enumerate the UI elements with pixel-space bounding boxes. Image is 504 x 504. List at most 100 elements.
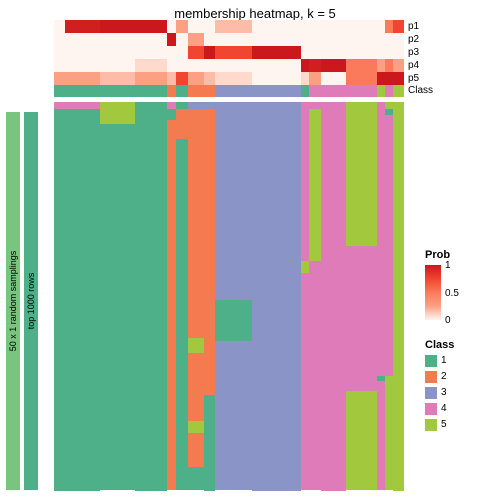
prob-cell: [252, 20, 277, 33]
prob-cell: [393, 59, 404, 72]
class-band-cell: [135, 102, 167, 109]
body-cell: [301, 273, 308, 491]
legend-class-label: 1: [441, 355, 447, 366]
p-row-label: p5: [408, 73, 419, 84]
prob-cell: [309, 46, 321, 59]
prob-cell: [188, 20, 204, 33]
class-band-cell: [54, 102, 65, 109]
prob-cell: [385, 59, 394, 72]
body-cell: [188, 467, 204, 490]
prob-cell: [54, 20, 65, 33]
prob-cell: [309, 20, 321, 33]
class-cell: [377, 85, 384, 97]
class-cell: [204, 85, 215, 97]
prob-cell: [377, 59, 384, 72]
prob-cell: [301, 46, 308, 59]
prob-cell: [277, 72, 302, 85]
prob-cell: [252, 33, 277, 46]
class-cell: [301, 85, 308, 97]
legend-class-swatch: [425, 387, 437, 399]
prob-cell: [204, 59, 215, 72]
prob-cell: [393, 20, 404, 33]
prob-cell: [54, 72, 65, 85]
body-cell: [252, 109, 277, 491]
class-band-cell: [167, 102, 176, 109]
prob-cell: [346, 59, 378, 72]
prob-cell: [277, 46, 302, 59]
body-cell: [188, 338, 204, 354]
class-cell: [385, 85, 394, 97]
prob-cell: [377, 20, 384, 33]
body-cell: [188, 421, 204, 433]
prob-cell: [321, 33, 346, 46]
class-cell: [346, 85, 378, 97]
prob-cell: [204, 20, 215, 33]
prob-cell: [346, 20, 378, 33]
body-cell: [377, 381, 384, 490]
body-cell: [377, 109, 384, 376]
prob-cell: [167, 72, 176, 85]
prob-cell: [176, 33, 188, 46]
body-cell: [346, 109, 378, 247]
class-band-cell: [309, 102, 321, 109]
prob-cell: [204, 33, 215, 46]
class-band-cell: [393, 102, 404, 109]
prob-cell: [188, 46, 204, 59]
class-band-cell: [252, 102, 277, 109]
class-cell: [321, 85, 346, 97]
prob-cell: [385, 20, 394, 33]
legend-prob-tick: 0: [445, 315, 451, 326]
body-cell: [54, 109, 65, 491]
prob-cell: [252, 72, 277, 85]
prob-cell: [100, 46, 135, 59]
prob-cell: [100, 59, 135, 72]
heatmap-main: [54, 20, 404, 490]
legend-class-swatch: [425, 403, 437, 415]
class-band-cell: [176, 102, 188, 109]
prob-cell: [215, 72, 252, 85]
body-cell: [167, 109, 176, 121]
prob-cell: [301, 72, 308, 85]
prob-cell: [321, 72, 346, 85]
legend-class-swatch: [425, 419, 437, 431]
p-row-label: p1: [408, 21, 419, 32]
prob-cell: [321, 20, 346, 33]
body-cell: [346, 246, 378, 391]
prob-cell: [135, 72, 167, 85]
class-cell: [54, 85, 65, 97]
class-cell: [252, 85, 277, 97]
prob-cell: [215, 46, 252, 59]
body-cell: [393, 109, 404, 491]
prob-cell: [188, 59, 204, 72]
prob-cell: [277, 33, 302, 46]
body-cell: [215, 300, 252, 342]
prob-cell: [393, 46, 404, 59]
row-annotation-label: top 1000 rows: [26, 241, 36, 361]
body-cell: [167, 120, 176, 490]
prob-cell: [321, 59, 346, 72]
class-band-cell: [301, 102, 308, 109]
body-cell: [188, 353, 204, 422]
class-band-cell: [385, 102, 394, 109]
class-band-cell: [100, 102, 135, 109]
prob-cell: [377, 33, 384, 46]
prob-cell: [301, 59, 308, 72]
row-annotation-label: 50 x 1 random samplings: [8, 241, 18, 361]
body-cell: [277, 109, 302, 491]
prob-cell: [346, 72, 378, 85]
class-row-label: Class: [408, 85, 433, 96]
prob-cell: [377, 46, 384, 59]
prob-cell: [54, 33, 65, 46]
class-cell: [215, 85, 252, 97]
prob-cell: [346, 46, 378, 59]
prob-cell: [135, 46, 167, 59]
body-cell: [385, 115, 394, 376]
prob-cell: [167, 33, 176, 46]
prob-cell: [393, 72, 404, 85]
body-cell: [188, 109, 204, 338]
prob-cell: [301, 20, 308, 33]
body-cell: [204, 109, 215, 395]
class-cell: [167, 85, 176, 97]
legend-class-label: 4: [441, 403, 447, 414]
prob-cell: [100, 72, 135, 85]
